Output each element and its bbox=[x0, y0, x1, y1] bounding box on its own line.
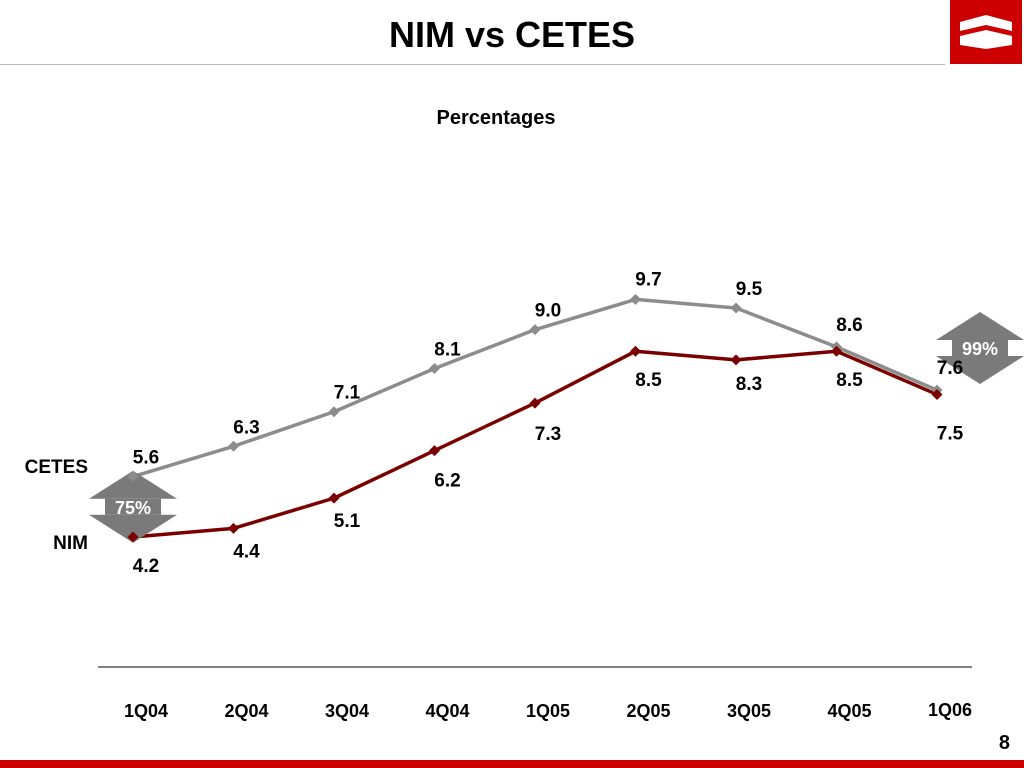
x-tick-label: 1Q05 bbox=[526, 701, 570, 721]
difference-badge-start: 75% bbox=[89, 470, 177, 543]
page-number: 8 bbox=[998, 732, 1010, 754]
marker-cetes bbox=[630, 293, 641, 305]
slide-title: NIM vs CETES bbox=[388, 14, 636, 55]
data-label-cetes: 9.5 bbox=[736, 279, 763, 300]
x-tick-labels: 1Q04 2Q04 3Q04 4Q04 1Q05 2Q05 3Q05 4Q05 1Q06 bbox=[124, 700, 972, 721]
marker-cetes bbox=[730, 302, 742, 314]
series-label-nim: NIM bbox=[53, 533, 88, 554]
bottom-accent-bar bbox=[0, 760, 1024, 768]
data-label-nim: 7.3 bbox=[535, 424, 561, 445]
marker-nim bbox=[529, 397, 541, 409]
marker-nim bbox=[630, 345, 641, 357]
marker-cetes bbox=[228, 440, 239, 452]
x-tick-label: 4Q05 bbox=[827, 701, 871, 721]
difference-badge-end: 99% bbox=[936, 312, 1024, 384]
data-label-cetes: 7.1 bbox=[334, 383, 361, 404]
data-label-nim: 8.3 bbox=[736, 374, 762, 395]
data-label-nim: 4.2 bbox=[133, 556, 159, 577]
marker-cetes bbox=[127, 471, 139, 483]
data-label-nim: 8.5 bbox=[635, 370, 662, 391]
difference-badge-start-label: 75% bbox=[115, 498, 151, 518]
data-label-cetes: 5.6 bbox=[133, 448, 159, 469]
series-markers bbox=[127, 293, 943, 543]
difference-badge-end-label: 99% bbox=[962, 339, 998, 359]
data-label-cetes: 6.3 bbox=[233, 417, 259, 438]
x-tick-label: 1Q06 bbox=[928, 700, 972, 720]
data-label-nim: 5.1 bbox=[334, 511, 361, 532]
marker-nim bbox=[730, 354, 742, 366]
bank-logo-icon bbox=[950, 0, 1022, 64]
data-label-cetes: 9.0 bbox=[535, 301, 561, 322]
data-label-nim: 6.2 bbox=[434, 471, 460, 492]
data-label-nim: 8.5 bbox=[836, 370, 863, 391]
x-tick-label: 1Q04 bbox=[124, 701, 168, 721]
marker-nim bbox=[429, 445, 440, 457]
data-labels: 5.6 6.3 7.1 8.1 9.0 9.7 9.5 8.6 7.6 4.2 4.4 5.1 6.2 7… bbox=[133, 269, 964, 577]
marker-nim bbox=[328, 492, 340, 504]
marker-nim bbox=[931, 388, 943, 400]
marker-cetes bbox=[529, 324, 541, 336]
title-divider bbox=[0, 64, 945, 65]
data-label-nim: 7.5 bbox=[937, 423, 964, 444]
marker-nim bbox=[228, 522, 239, 534]
data-label-nim: 4.4 bbox=[233, 541, 260, 562]
marker-cetes bbox=[429, 363, 440, 375]
data-label-cetes: 7.6 bbox=[937, 358, 963, 379]
x-tick-label: 2Q05 bbox=[626, 701, 670, 721]
x-tick-label: 3Q05 bbox=[727, 701, 771, 721]
marker-nim bbox=[831, 345, 842, 357]
x-tick-label: 2Q04 bbox=[224, 701, 268, 721]
data-label-cetes: 9.7 bbox=[635, 269, 661, 290]
chart-subtitle: Percentages bbox=[437, 107, 556, 129]
marker-cetes bbox=[328, 406, 340, 418]
data-label-cetes: 8.1 bbox=[434, 340, 461, 361]
x-tick-label: 3Q04 bbox=[325, 701, 369, 721]
series-label-cetes: CETES bbox=[25, 457, 88, 478]
x-tick-label: 4Q04 bbox=[425, 701, 469, 721]
marker-nim bbox=[127, 531, 139, 543]
difference-badges: 75% 99% bbox=[89, 312, 1024, 543]
data-label-cetes: 8.6 bbox=[836, 315, 862, 336]
